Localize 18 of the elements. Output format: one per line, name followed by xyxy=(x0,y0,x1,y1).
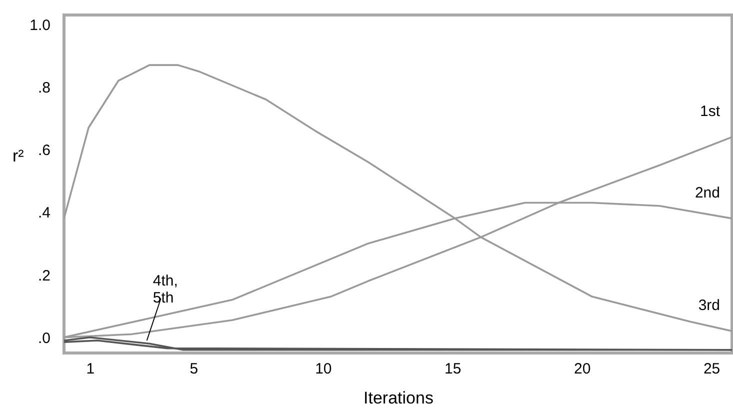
series-label: 3rd xyxy=(698,297,720,314)
y-tick-label: .6 xyxy=(38,142,50,160)
y-tick-label: .2 xyxy=(38,267,50,284)
x-tick-label: 10 xyxy=(315,360,332,378)
y-tick-label: .8 xyxy=(38,79,50,96)
x-tick-label: 1 xyxy=(86,360,95,378)
annotation: 4th, 5th xyxy=(152,272,178,306)
x-tick-label: 20 xyxy=(574,360,591,378)
x-tick-label: 5 xyxy=(190,360,198,378)
y-tick-label: .4 xyxy=(38,204,50,222)
x-tick-label: 25 xyxy=(703,360,720,378)
series-label: 1st xyxy=(700,103,721,120)
x-axis-title: Iterations xyxy=(364,388,434,408)
y-axis-title: r² xyxy=(12,146,24,166)
y-tick-label: 1.0 xyxy=(30,16,50,34)
y-tick-label: .0 xyxy=(38,330,50,347)
x-tick-label: 15 xyxy=(444,360,462,378)
series-label: 2nd xyxy=(694,184,720,202)
